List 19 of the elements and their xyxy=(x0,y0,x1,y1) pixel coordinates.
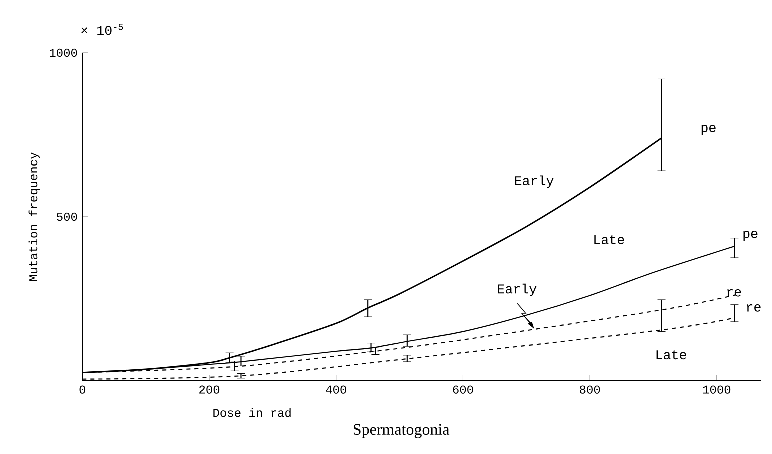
x-tick-label: 1000 xyxy=(703,386,731,394)
x-tick-label: 600 xyxy=(453,386,474,394)
x-axis-title: Dose in rad xyxy=(214,408,291,418)
annotation: pe xyxy=(702,125,716,136)
y-axis-title: Mutation frequency xyxy=(28,152,40,282)
annotation: Late xyxy=(656,350,686,360)
x-tick-label: 200 xyxy=(200,386,220,394)
x-tick-label: 400 xyxy=(326,386,346,394)
text: × 10$^{-5}$ xyxy=(82,24,124,36)
annotation: re xyxy=(728,289,742,297)
y-tick-label: 500 xyxy=(57,212,78,222)
x-tick-label: 800 xyxy=(580,386,600,394)
annotation: Early xyxy=(515,176,554,188)
x-tick-label: 0 xyxy=(80,386,86,394)
annotation: Late xyxy=(594,235,624,244)
text: Spermatogonia xyxy=(354,424,450,438)
annotation: pe xyxy=(744,231,758,241)
annotation: Early xyxy=(498,284,537,296)
annotation: re xyxy=(747,304,761,312)
